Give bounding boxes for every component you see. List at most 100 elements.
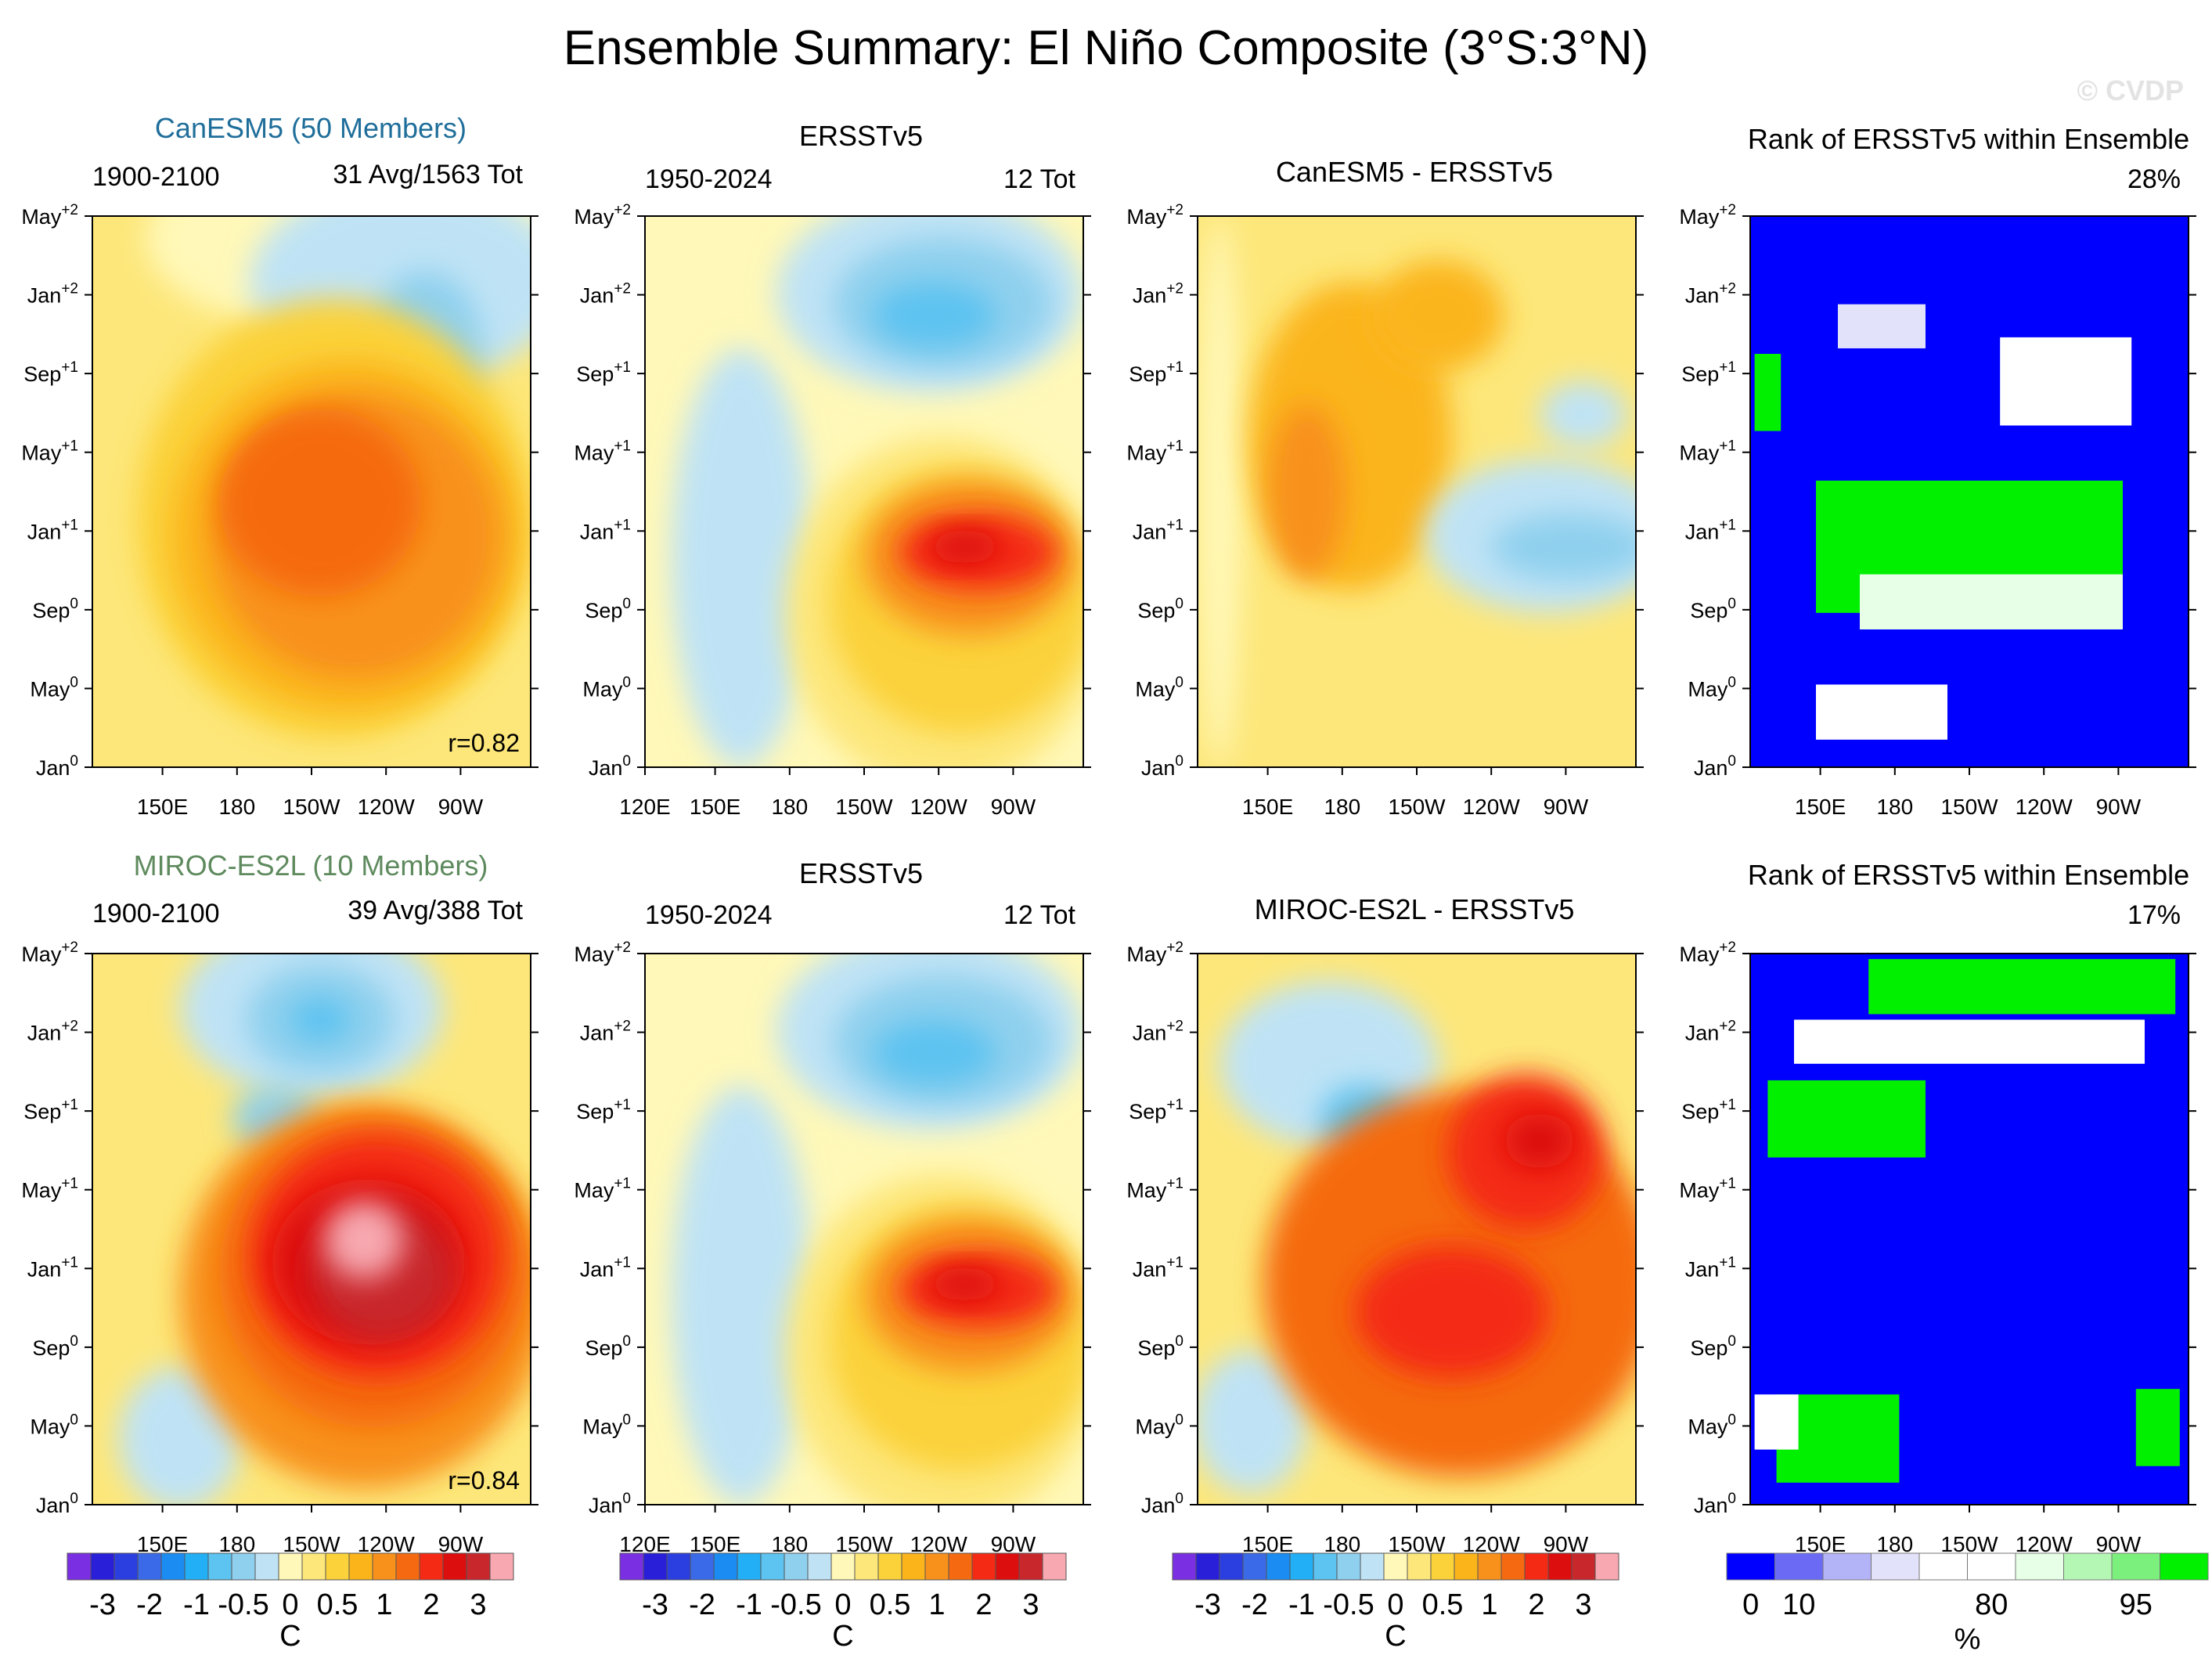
panel-2-3: Jan0 May0 Sep0 Jan+1 May+1 Sep+1 Jan+2 May+2 150… <box>1126 939 1644 1556</box>
colorbar-label: -1 <box>1288 1588 1315 1621</box>
colorbar-swatch <box>1407 1552 1432 1581</box>
colorbar-swatch <box>690 1552 715 1581</box>
ytick-label: Jan+2 <box>580 281 631 308</box>
ytick-label: Jan0 <box>36 753 78 780</box>
contour-2 <box>1198 1350 1307 1494</box>
xtick-label: 180 <box>1324 795 1360 819</box>
colorbar-swatch <box>2015 1552 2064 1581</box>
rank-patch-2 <box>2000 337 2132 426</box>
ytick-label: May0 <box>1688 674 1736 701</box>
colorbar-swatch <box>1454 1552 1479 1581</box>
contour-6 <box>1504 1113 1575 1169</box>
colorbar-swatch <box>1172 1552 1197 1581</box>
obs-count-1: 12 Tot <box>1003 164 1076 194</box>
plot-area <box>1750 216 2189 767</box>
model-name-1: CanESM5 (50 Members) <box>155 112 467 144</box>
colorbar-label: -2 <box>136 1588 163 1621</box>
panel-2-4: Jan0 May0 Sep0 Jan+1 May+1 Sep+1 Jan+2 May+2 150… <box>1679 939 2196 1556</box>
ytick-label: May+2 <box>21 939 78 966</box>
rank-patch-0 <box>1868 959 2176 1015</box>
colorbar-swatch <box>995 1552 1020 1581</box>
rank-patch-1 <box>1794 1019 2145 1064</box>
colorbar-swatch <box>137 1552 162 1581</box>
panel-1-2: Jan0 May0 Sep0 Jan+1 May+1 Sep+1 Jan+2 May+2 120… <box>574 202 1091 819</box>
contour-5 <box>1355 1246 1549 1379</box>
colorbar-swatch <box>1313 1552 1338 1581</box>
colorbar-swatch <box>2063 1552 2113 1581</box>
colorbar-label: 2 <box>1528 1588 1544 1621</box>
colorbar-swatch <box>1430 1552 1455 1581</box>
xtick-label: 180 <box>1876 1532 1913 1556</box>
colorbar-swatch <box>67 1552 92 1581</box>
colorbar-label: -0.5 <box>770 1588 821 1621</box>
colorbar-swatch <box>1918 1552 1968 1581</box>
panel-2-1: Jan0 May0 Sep0 Jan+1 May+1 Sep+1 Jan+2 May+2 150… <box>21 939 539 1556</box>
obs-period-2: 1950-2024 <box>645 900 773 930</box>
colorbar-label: 0 <box>1742 1588 1759 1621</box>
colorbar-label: -2 <box>1241 1588 1268 1621</box>
contour-10 <box>324 1201 404 1279</box>
colorbar-unit: C <box>1385 1620 1406 1653</box>
colorbar-swatch <box>643 1552 668 1581</box>
ytick-label: Sep0 <box>1690 1333 1736 1360</box>
plot-area <box>1750 954 2189 1505</box>
colorbar-label: 0 <box>282 1588 298 1621</box>
ytick-label: May+1 <box>21 438 78 465</box>
contour-3 <box>873 282 996 348</box>
xtick-label: 150W <box>1388 1532 1446 1556</box>
colorbar-label: -3 <box>642 1588 668 1621</box>
colorbar-label: 1 <box>376 1588 392 1621</box>
colorbar-swatch <box>1524 1552 1549 1581</box>
ytick-label: Jan0 <box>589 753 631 780</box>
xtick-label: 90W <box>2096 795 2142 819</box>
colorbar-swatch <box>113 1552 139 1581</box>
colorbar-label: 0.5 <box>317 1588 358 1621</box>
ytick-label: May+2 <box>574 939 631 966</box>
plot-area <box>645 954 1083 1505</box>
model-period-2: 1900-2100 <box>92 899 220 928</box>
colorbar-label: 0.5 <box>1422 1588 1464 1621</box>
ytick-label: May0 <box>1135 674 1183 701</box>
plot-area <box>92 216 531 767</box>
colorbar-swatch <box>666 1552 691 1581</box>
colorbar-swatch <box>325 1552 350 1581</box>
ytick-label: Jan0 <box>589 1491 631 1517</box>
xtick-label: 120W <box>910 795 968 819</box>
ytick-label: Sep+1 <box>576 1097 631 1123</box>
ytick-label: Sep+1 <box>23 1097 78 1123</box>
ytick-label: Jan0 <box>1694 753 1736 780</box>
ytick-label: Sep0 <box>32 596 78 622</box>
colorbar-label: 0 <box>1387 1588 1403 1621</box>
ytick-label: Jan+1 <box>1685 1254 1736 1281</box>
colorbar-label: 80 <box>1975 1588 2008 1621</box>
ytick-label: Sep+1 <box>1129 1097 1183 1123</box>
xtick-label: 120E <box>619 795 670 819</box>
xtick-label: 150W <box>1388 795 1446 819</box>
ytick-label: May0 <box>30 1412 78 1438</box>
colorbar-label: 0.5 <box>870 1588 911 1621</box>
model-count-2: 39 Avg/388 Tot <box>348 896 523 925</box>
colorbar-swatch <box>1266 1552 1291 1581</box>
rank-pct-2: 17% <box>2127 900 2181 930</box>
colorbar-swatch <box>160 1552 186 1581</box>
xtick-label: 120W <box>910 1532 968 1556</box>
colorbar-label: 3 <box>470 1588 486 1621</box>
ytick-label: Jan+1 <box>580 1254 631 1281</box>
temperature-colorbar: -3 -2 -1 -0.5 0 0.5 1 2 3 C <box>1172 1552 1619 1653</box>
colorbar-swatch <box>1219 1552 1244 1581</box>
ytick-label: Sep+1 <box>1681 1097 1736 1123</box>
ytick-label: Jan+2 <box>1133 1019 1183 1045</box>
colorbar-swatch <box>1822 1552 1872 1581</box>
colorbar-label: 3 <box>1575 1588 1591 1621</box>
plot-area <box>1198 954 1636 1505</box>
ytick-label: Sep0 <box>32 1333 78 1360</box>
rank-patch-2 <box>1767 1080 1926 1158</box>
contour-8 <box>930 1267 1000 1301</box>
ytick-label: Jan+1 <box>1133 517 1183 543</box>
panel-1-1: Jan0 May0 Sep0 Jan+1 May+1 Sep+1 Jan+2 May+2 150… <box>21 202 539 819</box>
ytick-label: Sep0 <box>1690 596 1736 622</box>
colorbar-swatch <box>254 1552 279 1581</box>
xtick-label: 90W <box>438 1532 484 1556</box>
colorbar-swatch <box>924 1552 949 1581</box>
